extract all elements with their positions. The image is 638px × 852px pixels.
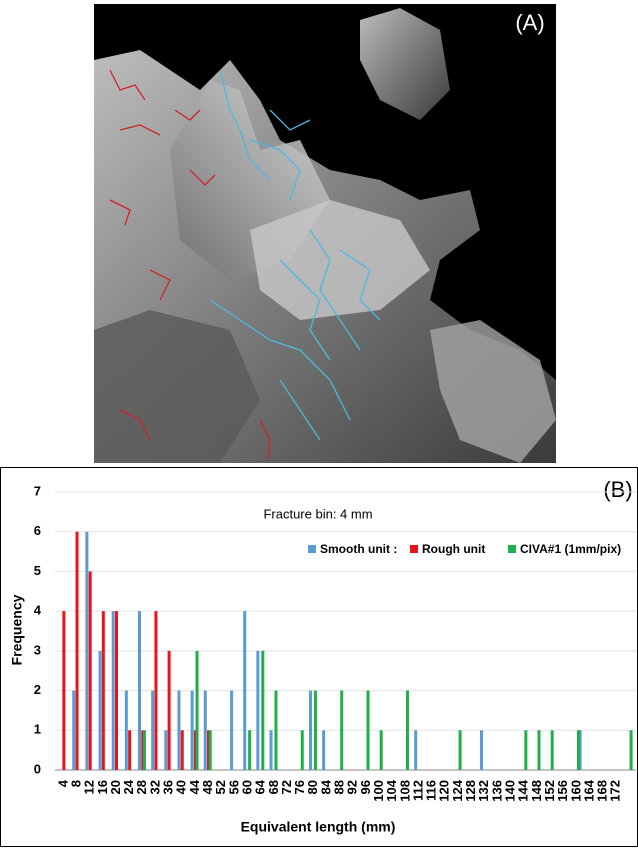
y-tick-label: 0 [34,761,41,776]
bar [168,651,171,770]
bar [459,730,462,770]
bar [62,611,65,770]
bar [406,691,409,770]
panel-a-image: (A) [94,4,556,463]
bar [196,651,199,770]
page: {"panel_a": {"label": "(A)"}, "chart_dat… [0,0,638,847]
y-tick-label: 7 [34,483,41,498]
legend-label: Rough unit [422,542,485,556]
bar [177,691,180,770]
legend-label: Smooth unit : [320,542,397,556]
x-axis-title: Equivalent length (mm) [241,819,396,835]
bar [204,691,207,770]
bar [314,691,317,770]
bar [138,611,141,770]
bar [209,730,212,770]
bar [85,532,88,770]
bar [630,730,633,770]
bar [551,730,554,770]
bar [143,730,146,770]
bar [261,651,264,770]
bar [76,532,79,770]
y-tick-label: 6 [34,523,41,538]
bar [577,730,580,770]
bar [72,691,75,770]
bar [367,691,370,770]
bar [191,691,194,770]
bar [301,730,304,770]
bar [274,691,277,770]
y-tick-label: 1 [34,722,41,737]
bar [102,611,105,770]
panel-b-label: (B) [603,477,632,502]
y-tick-label: 2 [34,682,41,697]
bar [538,730,541,770]
legend-label: CIVA#1 (1mm/pix) [520,542,621,556]
bar [230,691,233,770]
bar [125,691,128,770]
legend-swatch [410,545,418,553]
bar [89,571,92,770]
bar [112,611,115,770]
legend-swatch [508,545,516,553]
annotation: Fracture bin: 4 mm [263,506,372,521]
bar [154,611,157,770]
bar [151,691,154,770]
figure: (A) (B) Fracture bin: 4 mm Equivalent le… [0,0,638,847]
legend-swatch [308,545,316,553]
bar [115,611,118,770]
bar [99,651,102,770]
y-axis-title: Frequency [9,594,25,665]
bar [309,691,312,770]
x-tick-label: 172 [608,780,623,802]
bar [270,730,273,770]
panel-a-label: (A) [515,10,544,35]
bar [524,730,527,770]
bar [414,730,417,770]
bar [322,730,325,770]
y-tick-label: 5 [34,563,41,578]
bar [480,730,483,770]
bar [243,611,246,770]
bar [164,730,167,770]
bar [380,730,383,770]
bar [181,730,184,770]
y-tick-label: 3 [34,642,41,657]
bar [248,730,251,770]
bar [256,651,259,770]
bar [340,691,343,770]
y-tick-label: 4 [34,603,42,618]
bar [128,730,131,770]
